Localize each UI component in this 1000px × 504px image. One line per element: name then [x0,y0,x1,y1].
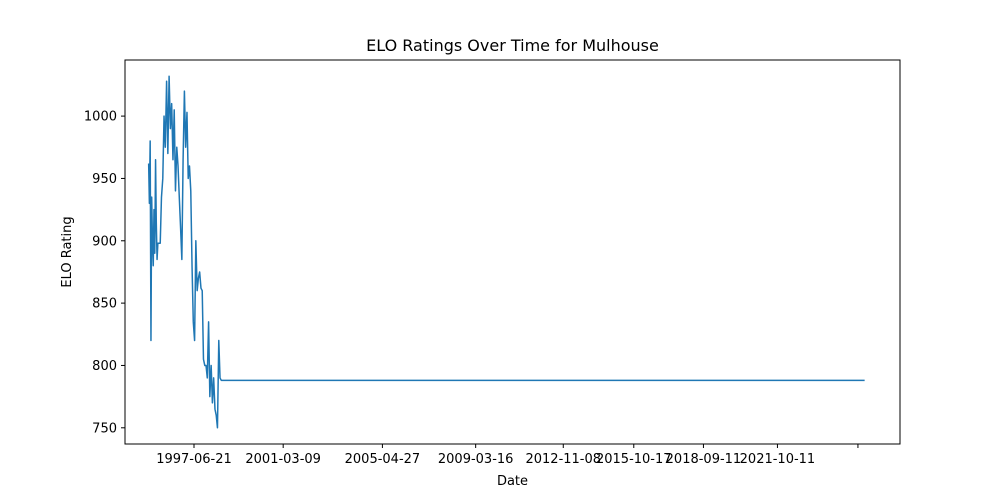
x-tick-label: 1997-06-21 [156,452,232,467]
x-tick-label: 2012-11-08 [525,452,601,467]
chart-title: ELO Ratings Over Time for Mulhouse [366,36,659,55]
y-tick-label: 950 [92,172,117,187]
y-tick-label: 850 [92,297,117,312]
y-axis: 750 800 850 900 950 1000 [84,110,125,436]
x-tick-label: 2001-03-09 [245,452,321,467]
x-axis-label: Date [497,474,528,489]
x-tick-label: 2005-04-27 [345,452,421,467]
y-tick-label: 1000 [84,110,117,125]
series-layer [147,75,865,429]
x-tick-label: 2009-03-16 [438,452,514,467]
plot-frame [124,59,901,445]
y-axis-label: ELO Rating [60,216,75,287]
y-tick-label: 800 [92,359,117,374]
x-tick-label: 2021-10-11 [740,452,816,467]
x-tick-label: 2018-09-11 [666,452,742,467]
series-line-0 [147,75,865,429]
x-tick-label: 2015-10-17 [596,452,672,467]
y-tick-label: 900 [92,234,117,249]
x-axis: 1997-06-21 2001-03-09 2005-04-27 2009-03-16… [156,444,859,467]
y-tick-label: 750 [92,421,117,436]
